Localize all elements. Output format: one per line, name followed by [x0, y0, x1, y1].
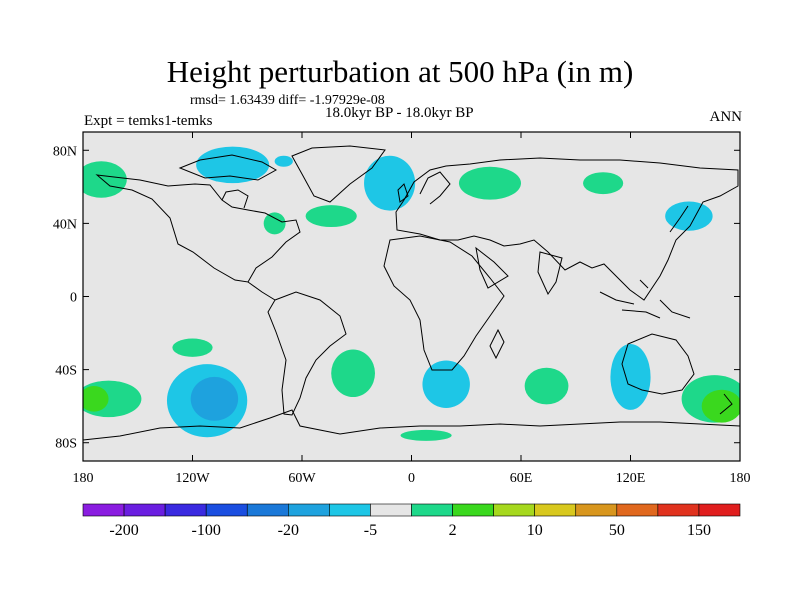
lon-tick-label: 180 — [73, 471, 94, 486]
anomaly-region-17 — [83, 386, 109, 412]
colorbar-swatch-2 — [164, 503, 207, 517]
colorbar-swatch-14 — [657, 503, 700, 517]
coast-arabia — [475, 246, 509, 289]
coast-india — [537, 251, 563, 296]
latitude-axis: 80N 40N 0 40S 80S — [53, 144, 740, 452]
lon-tick-label: 180 — [730, 471, 751, 486]
colorbar: -200 -100 -20 -5 2 10 50 150 — [82, 503, 741, 539]
coast-africa — [383, 235, 505, 371]
colorbar-swatch-11 — [534, 503, 577, 517]
anomaly-region-12 — [524, 367, 569, 405]
colorbar-label: -5 — [364, 522, 377, 539]
coastlines — [83, 145, 740, 441]
anomaly-region-11 — [422, 360, 470, 408]
colorbar-swatch-10 — [493, 503, 535, 517]
colorbar-label: -20 — [278, 522, 299, 539]
period-label: 18.0kyr BP - 18.0kyr BP — [325, 105, 474, 121]
colorbar-swatch-13 — [616, 503, 659, 517]
lat-tick-label: 80S — [55, 437, 77, 452]
colorbar-label: 150 — [687, 522, 711, 539]
colorbar-swatch-1 — [123, 503, 166, 517]
coast-madagascar — [489, 328, 505, 360]
rmsd-diff-stats: rmsd= 1.63439 diff= -1.97929e-08 — [190, 93, 385, 108]
lat-tick-label: 0 — [70, 291, 77, 306]
colorbar-label: -100 — [192, 522, 221, 539]
anomaly-layer — [83, 146, 740, 441]
anomaly-region-3 — [274, 155, 293, 167]
coast-arctic-islands — [178, 154, 278, 181]
coast-japan — [669, 205, 689, 233]
coast-scandinavia — [419, 171, 451, 205]
longitude-axis: 180 120W 60W 0 60E 120E 180 — [73, 132, 751, 486]
anomaly-region-2 — [364, 155, 416, 211]
anomaly-region-9 — [172, 338, 213, 357]
colorbar-label: 2 — [449, 522, 457, 539]
colorbar-swatch-12 — [575, 503, 618, 517]
colorbar-swatch-4 — [246, 503, 289, 517]
coast-maritime-asia — [599, 279, 691, 319]
experiment-label: Expt = temks1-temks — [84, 113, 213, 129]
colorbar-label: 50 — [609, 522, 625, 539]
anomaly-region-10 — [331, 349, 375, 398]
coast-central-america — [247, 281, 276, 301]
lon-tick-label: 0 — [408, 471, 415, 486]
anomaly-region-19 — [701, 389, 740, 423]
anomaly-region-6 — [458, 166, 521, 200]
coast-greenland — [291, 145, 386, 203]
colorbar-swatch-5 — [288, 503, 330, 517]
colorbar-swatch-3 — [205, 503, 248, 517]
anomaly-region-4 — [305, 205, 357, 228]
colorbar-swatch-9 — [452, 503, 494, 517]
lat-tick-label: 40N — [53, 217, 77, 232]
anomaly-region-15 — [190, 376, 239, 421]
anomaly-region-20 — [400, 429, 452, 441]
anomaly-region-0 — [83, 161, 127, 198]
colorbar-swatch-0 — [82, 503, 125, 517]
coast-australia — [621, 333, 695, 395]
map-title: Height perturbation at 500 hPa (in m) — [166, 54, 634, 89]
coast-eurasia — [395, 157, 739, 301]
lon-tick-label: 60W — [288, 471, 316, 486]
colorbar-label: -200 — [109, 522, 138, 539]
coast-new-zealand — [719, 393, 733, 415]
anomaly-region-8 — [665, 201, 713, 231]
anomaly-region-7 — [583, 172, 624, 195]
lat-tick-label: 80N — [53, 144, 77, 159]
lat-tick-label: 40S — [55, 364, 77, 379]
coast-north-america — [95, 174, 301, 283]
colorbar-label: 10 — [527, 522, 543, 539]
coast-hudson-bay — [221, 189, 249, 209]
coast-antarctica — [83, 409, 740, 441]
lon-tick-label: 120E — [616, 471, 646, 486]
anomaly-region-13 — [610, 344, 651, 410]
coast-british-isles — [397, 183, 409, 203]
season-label: ANN — [709, 109, 743, 125]
anomaly-region-5 — [263, 212, 286, 235]
colorbar-swatch-8 — [411, 503, 453, 517]
colorbar-swatch-6 — [329, 503, 371, 517]
lon-tick-label: 120W — [175, 471, 210, 486]
lon-tick-label: 60E — [510, 471, 533, 486]
coast-south-america — [267, 291, 347, 416]
anomaly-region-1 — [196, 146, 270, 184]
colorbar-swatch-7 — [370, 503, 412, 517]
colorbar-swatch-15 — [698, 503, 741, 517]
